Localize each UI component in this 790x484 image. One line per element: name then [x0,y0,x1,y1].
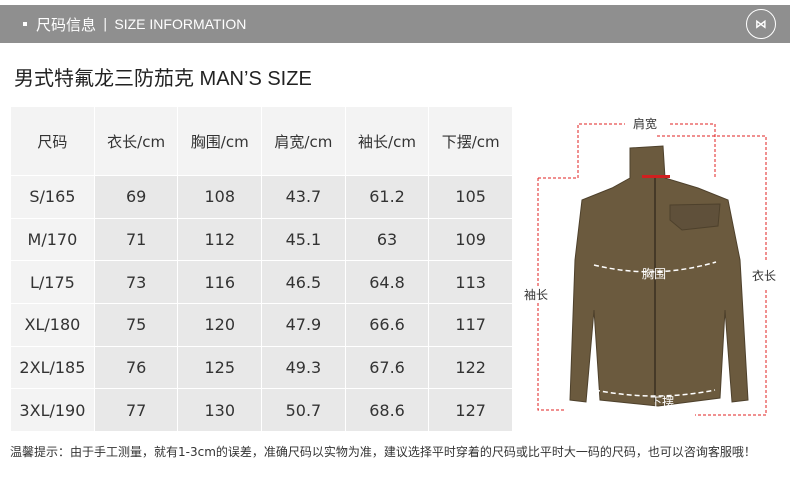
value-cell: 120 [177,303,263,347]
value-cell: 77 [93,388,179,433]
table-row: XL/180 75 120 47.9 66.6 117 [10,303,513,347]
value-cell: 63 [344,217,430,262]
value-cell: 71 [93,217,179,262]
value-cell: 116 [177,260,263,305]
value-cell: 75 [93,303,179,347]
value-cell: 45.1 [261,217,346,262]
label-chest: 胸围 [642,267,667,281]
header-separator: | [103,16,108,32]
value-cell: 68.6 [344,388,430,433]
value-cell: 49.3 [261,345,346,390]
size-cell: 2XL/185 [10,345,95,390]
bullet-icon [23,22,27,26]
value-cell: 67.6 [344,345,430,390]
column-header: 胸围/cm [177,106,263,176]
value-cell: 109 [428,217,513,262]
value-cell: 113 [428,260,513,305]
value-cell: 130 [177,388,263,433]
table-row: L/175 73 116 46.5 64.8 113 [10,260,513,305]
jacket-figure: 肩宽 胸围 衣长 袖长 下摆 [520,100,790,430]
size-cell: M/170 [10,217,95,262]
size-cell: 3XL/190 [10,388,95,433]
value-cell: 66.6 [344,303,430,347]
column-header: 袖长/cm [344,106,430,176]
label-hem: 下摆 [650,395,675,409]
value-cell: 125 [177,345,263,390]
header-cn: 尺码信息 [36,15,97,34]
size-note: 温馨提示：由于手工测量，就有1-3cm的误差，准确尺码以实物为准，建议选择平时穿… [10,445,756,459]
column-header: 下摆/cm [428,106,513,176]
value-cell: 122 [428,345,513,390]
page-title: 男式特氟龙三防茄克 MAN’S SIZE [14,68,312,90]
table-row: M/170 71 112 45.1 63 109 [10,217,513,262]
value-cell: 50.7 [261,388,346,433]
size-cell: S/165 [10,175,95,219]
size-cell: XL/180 [10,303,95,347]
value-cell: 127 [428,388,513,433]
value-cell: 64.8 [344,260,430,305]
column-header: 衣长/cm [93,106,179,176]
column-header: 尺码 [10,106,95,176]
value-cell: 73 [93,260,179,305]
brand-logo-icon: ⋈ [746,9,776,39]
table-row: 2XL/185 76 125 49.3 67.6 122 [10,345,513,390]
value-cell: 117 [428,303,513,347]
value-cell: 105 [428,175,513,219]
table-row: 3XL/190 77 130 50.7 68.6 127 [10,388,513,433]
label-shoulder: 肩宽 [631,115,660,132]
table-row: S/165 69 108 43.7 61.2 105 [10,175,513,219]
value-cell: 46.5 [261,260,346,305]
value-cell: 69 [93,175,179,219]
column-header: 肩宽/cm [261,106,346,176]
value-cell: 112 [177,217,263,262]
value-cell: 61.2 [344,175,430,219]
label-sleeve: 袖长 [522,286,551,303]
value-cell: 43.7 [261,175,346,219]
table-header-row: 尺码 衣长/cm 胸围/cm 肩宽/cm 袖长/cm 下摆/cm [10,106,513,176]
header-en: SIZE INFORMATION [114,16,247,32]
size-table: 尺码 衣长/cm 胸围/cm 肩宽/cm 袖长/cm 下摆/cm S/165 69… [10,106,513,433]
value-cell: 76 [93,345,179,390]
label-length: 衣长 [750,267,779,284]
value-cell: 108 [177,175,263,219]
measurement-guides [537,123,767,416]
value-cell: 47.9 [261,303,346,347]
section-header: 尺码信息 | SIZE INFORMATION ⋈ [0,5,790,43]
jacket-illustration [537,123,767,416]
size-cell: L/175 [10,260,95,305]
